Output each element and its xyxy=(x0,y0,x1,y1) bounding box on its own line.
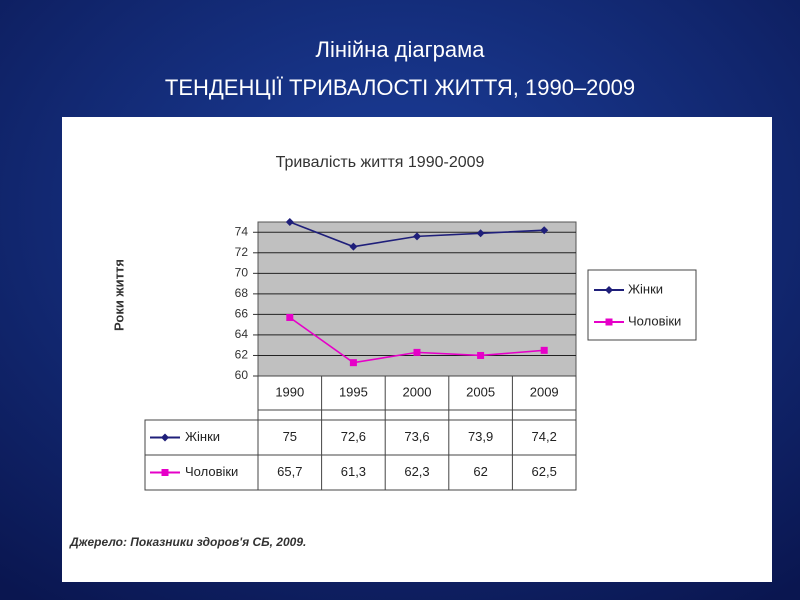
table-cell: 75 xyxy=(283,429,297,444)
legend-marker xyxy=(161,469,169,476)
table-cell: 62,5 xyxy=(532,464,557,479)
y-tick-label: 72 xyxy=(235,245,249,259)
point xyxy=(476,229,485,238)
source-note: Джерело: Показники здоров'я СБ, 2009. xyxy=(69,535,306,549)
table-cell: 62 xyxy=(473,464,487,479)
slide-title-line: ТЕНДЕНЦІЇ ТРИВАЛОСТІ ЖИТТЯ, 1990–2009 xyxy=(165,75,635,100)
point xyxy=(413,232,421,241)
y-tick-label: 64 xyxy=(235,327,249,341)
table-cell: 62,3 xyxy=(404,464,429,479)
table-cell: 74,2 xyxy=(532,429,557,444)
legend-label: Жінки xyxy=(628,281,663,296)
table-cell: 72,6 xyxy=(341,429,366,444)
legend-marker xyxy=(605,286,613,294)
x-tick-label: 2009 xyxy=(530,384,559,399)
table-cell: 73,9 xyxy=(468,429,493,444)
y-axis-label: Роки життя xyxy=(111,259,126,331)
legend-box xyxy=(587,269,697,341)
y-tick-label: 62 xyxy=(235,348,249,362)
chart-title: Тривалість життя 1990-2009 xyxy=(276,154,485,171)
y-tick-label: 70 xyxy=(235,266,249,280)
y-tick-label: 66 xyxy=(235,307,249,321)
x-tick-label: 1995 xyxy=(339,384,368,399)
table-cell: 61,3 xyxy=(341,464,366,479)
x-tick-label: 2005 xyxy=(466,384,495,399)
table-cell: 65,7 xyxy=(277,464,302,479)
point xyxy=(286,313,294,321)
point xyxy=(285,218,294,226)
table-row-label: Чоловіки xyxy=(185,464,238,479)
point xyxy=(413,348,421,356)
point xyxy=(540,346,548,354)
legend-marker xyxy=(161,433,169,442)
point xyxy=(540,226,549,235)
x-tick-label: 1990 xyxy=(275,384,304,399)
table-cell: 73,6 xyxy=(404,429,429,444)
point xyxy=(349,359,357,367)
y-tick-label: 60 xyxy=(235,368,249,382)
legend-label: Чоловіки xyxy=(628,313,681,328)
y-tick-label: 68 xyxy=(235,286,249,300)
point xyxy=(477,351,485,359)
legend-marker xyxy=(605,318,613,326)
y-tick-label: 74 xyxy=(235,224,249,238)
x-tick-label: 2000 xyxy=(403,384,432,399)
point xyxy=(349,242,358,251)
slide-title-line: Лінійна діаграма xyxy=(316,37,486,62)
table-row-label: Жінки xyxy=(185,429,220,444)
